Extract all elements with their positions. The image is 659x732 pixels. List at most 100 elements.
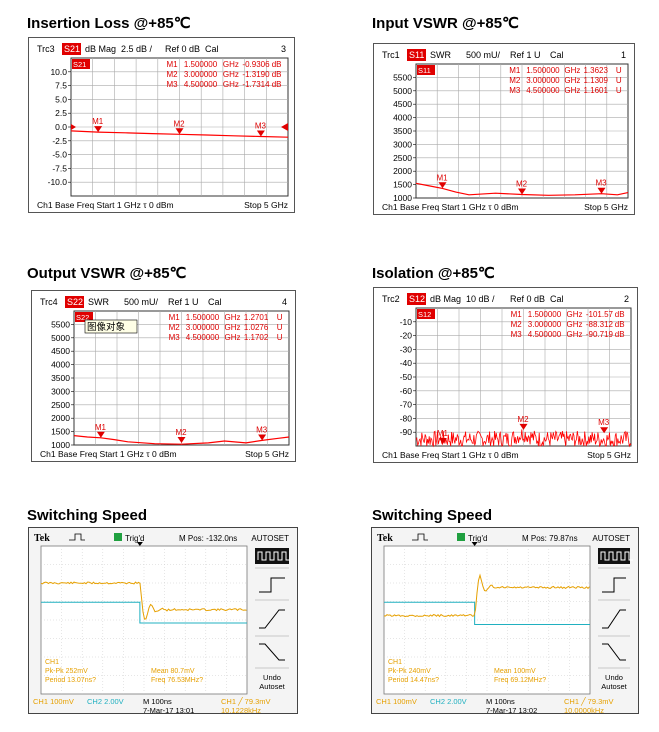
meas-mean: Mean 80.7mV [151, 668, 195, 675]
marker-row-value-unit: U [616, 76, 622, 85]
channel-number: 3 [281, 44, 286, 54]
switching-speed-scope-2: Tek Trig'd M Pos: 79.87ns AUTOSET CH1 Pk-Pk 2… [371, 527, 639, 714]
title-switching-speed-2: Switching Speed [372, 507, 493, 524]
marker-row-label: M1 [166, 60, 178, 69]
marker-row-value: 1.1601 [583, 86, 608, 95]
marker-triangle [258, 434, 267, 441]
marker-row-value: -101.57 [586, 310, 614, 319]
bottom-date: 7-Mar-17 13:01 [143, 706, 194, 713]
y-tick-label: -5.0 [52, 150, 67, 160]
mpos-label: M Pos: 79.87ns [522, 534, 578, 543]
y-tick-label: -80 [400, 413, 413, 423]
marker-label: M2 [516, 179, 528, 188]
meas-freq: Freq 76.53MHz? [151, 677, 203, 684]
cal-label: Cal [205, 44, 219, 54]
rising-edge-icon [259, 609, 285, 629]
marker-row-freq: 3.000000 [528, 320, 562, 329]
meas-ch1: CH1 [388, 659, 402, 666]
trig-status: Trig'd [468, 534, 487, 543]
ch1-trace [40, 581, 247, 620]
active-trace-label: S22 [76, 313, 89, 322]
marker-row-unit: GHz [564, 86, 580, 95]
param-label: S21 [64, 44, 80, 54]
marker-row-label: M2 [166, 70, 178, 79]
marker-row-freq: 4.500000 [526, 86, 560, 95]
marker-row-freq: 1.500000 [528, 310, 562, 319]
marker-label: M2 [176, 428, 188, 437]
y-tick-label: 3500 [393, 126, 412, 136]
y-tick-label: 3000 [51, 386, 70, 396]
title-isolation: Isolation @+85℃ [372, 265, 495, 282]
marker-row-value-unit: U [277, 323, 283, 332]
bottom-trig: CH1 ╱ 79.3mV [221, 696, 271, 706]
acq-icon [69, 533, 85, 541]
switching-speed-scope-1: Tek Trig'd M Pos: -132.0ns AUTOSET CH1 Pk-Pk … [28, 527, 298, 714]
marker-row-freq: 3.000000 [186, 323, 220, 332]
marker-row-value: -1.7314 [242, 80, 270, 89]
channel-number: 4 [282, 297, 287, 307]
marker-row-label: M3 [169, 333, 181, 342]
trace-label: Trc3 [37, 44, 55, 54]
autoset-label: Autoset [259, 682, 285, 691]
y-tick-label: 10.0 [50, 67, 67, 77]
output-vswr-chart: Trc4 S22 SWR 500 mU/Ref 1 U Cal 4 5500 5000 4500… [31, 290, 296, 462]
y-tick-label: -30 [400, 344, 413, 354]
marker-triangle [518, 188, 526, 195]
footer-left: Ch1 Base Freq Start 1 GHz τ 0 dBm [382, 450, 519, 460]
tooltip-box [84, 319, 138, 334]
marker-row-unit: GHz [225, 313, 241, 322]
trig-status-icon [114, 533, 122, 541]
marker-label: M1 [92, 117, 104, 126]
y-tick-label: -70 [400, 400, 413, 410]
marker-label: M1 [95, 423, 107, 432]
y-tick-label: 4500 [51, 346, 70, 356]
param-label: S22 [67, 297, 83, 307]
format-label: dB Mag [430, 294, 461, 304]
y-tick-label: -7.5 [52, 163, 67, 173]
marker-row-freq: 1.500000 [184, 60, 218, 69]
trace-label: Trc1 [382, 50, 400, 60]
brand-label: Tek [34, 533, 50, 544]
marker-row-value: 1.1309 [583, 76, 608, 85]
y-tick-label: -60 [400, 386, 413, 396]
marker-label: M3 [596, 179, 608, 188]
marker-row-label: M1 [169, 313, 181, 322]
bottom-ch2: CH2 2.00V [430, 697, 467, 706]
square-wave-glyph [600, 551, 633, 561]
channel-number: 2 [624, 294, 629, 304]
marker-label: M3 [598, 418, 610, 427]
cal-label: Cal [550, 294, 564, 304]
y-tick-label: -10 [400, 317, 413, 327]
marker-row-unit: GHz [223, 80, 239, 89]
tooltip-text: 图像对象 [87, 321, 126, 333]
footer-left: Ch1 Base Freq Start 1 GHz τ 0 dBm [40, 449, 177, 459]
marker-triangle [96, 431, 105, 438]
marker-row-value-unit: U [616, 66, 622, 75]
marker-row-unit: GHz [567, 320, 583, 329]
trigger-position-marker [136, 542, 143, 546]
marker-row-value: 1.2701 [244, 313, 269, 322]
scope-svg: Tek Trig'd M Pos: -132.0ns AUTOSET CH1 Pk-Pk … [33, 533, 290, 713]
channel-number: 1 [621, 50, 626, 60]
marker-row-value: 1.0276 [244, 323, 269, 332]
marker-row-label: M2 [509, 76, 521, 85]
title-input-vswr: Input VSWR @+85℃ [372, 15, 519, 32]
marker-row-value-unit: dB [272, 60, 282, 69]
marker-triangle [597, 187, 606, 194]
marker-row-label: M3 [166, 80, 178, 89]
marker-row-label: M2 [511, 320, 523, 329]
marker-row-value-unit: U [277, 333, 283, 342]
y-tick-label: 3000 [393, 139, 412, 149]
falling-edge-icon [602, 643, 626, 661]
title-insertion-loss: Insertion Loss @+85℃ [27, 15, 191, 32]
marker-row-value-unit: U [277, 313, 283, 322]
y-tick-label: 1000 [51, 440, 70, 450]
scope-svg: Tek Trig'd M Pos: 79.87ns AUTOSET CH1 Pk-Pk 2… [376, 533, 633, 713]
autoset-wave-icon [255, 548, 289, 564]
marker-triangle [438, 182, 447, 189]
cal-label: Cal [550, 50, 564, 60]
trace-label: Trc2 [382, 294, 400, 304]
marker-row-value: -90.719 [586, 330, 614, 339]
marker-row-label: M1 [509, 66, 521, 75]
marker-row-unit: GHz [567, 310, 583, 319]
